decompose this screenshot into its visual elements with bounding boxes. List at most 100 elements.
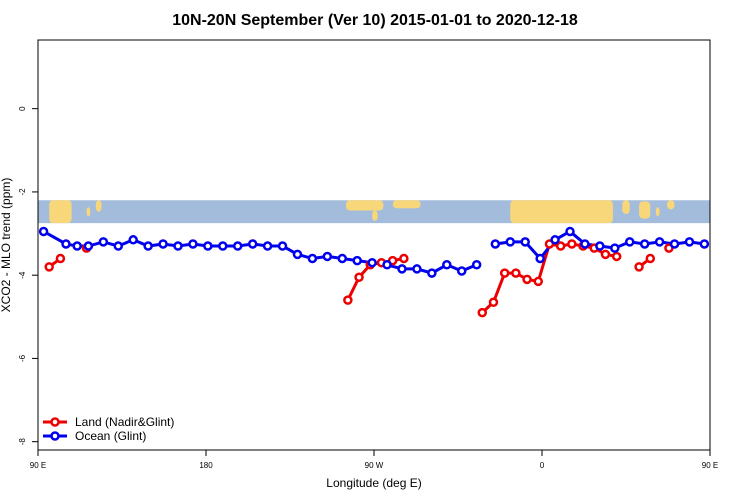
legend-label: Ocean (Glint) [75,429,146,443]
world-map-band [38,200,710,224]
data-point [354,272,364,283]
map-land [639,201,651,219]
map-land [667,200,675,210]
data-point [277,241,288,251]
data-point [499,268,510,278]
data-point [565,226,575,237]
y-tick-label: -6 [18,354,27,362]
data-point [477,307,488,318]
x-tick-label: 90 W [365,461,384,470]
data-point [427,268,437,278]
data-point [307,253,318,264]
data-point [399,253,409,264]
x-tick-label: 0 [540,461,545,470]
plot-lines [42,229,705,314]
y-axis: 0 -2 -4 -6 -8 [18,106,38,445]
data-point [188,239,198,249]
chart-title: 10N-20N September (Ver 10) 2015-01-01 to… [172,12,578,29]
data-point [173,241,183,251]
data-point [488,297,499,307]
data-point [143,241,153,251]
legend: Land (Nadir&Glint)Ocean (Glint) [43,415,174,443]
data-point [699,239,710,249]
y-tick-label: -2 [18,188,27,196]
map-land [95,200,102,212]
map-land [510,200,613,224]
data-point [247,239,258,249]
data-point [490,239,501,249]
data-point [639,239,650,249]
legend-marker [50,431,60,441]
data-point [669,239,680,249]
data-point [61,239,71,249]
data-point [567,239,577,249]
data-point [550,235,560,245]
data-point [555,241,566,251]
map-land [49,200,72,224]
map-land [86,207,91,217]
data-point [98,237,109,247]
data-point [55,253,66,264]
y-tick-label: -4 [18,271,27,279]
data-point [412,264,422,274]
data-point [442,260,452,270]
data-point [611,251,622,262]
y-tick-label: -8 [18,438,27,446]
data-point [624,237,635,247]
data-point [113,241,124,251]
data-point [600,249,611,260]
data-point [38,226,49,237]
series-line-1 [42,230,478,275]
data-point [72,241,82,251]
y-tick-label: 0 [18,106,27,111]
data-point [520,237,530,247]
x-tick-label: 90 E [702,461,718,470]
plot-frame [37,39,711,451]
data-point [511,268,521,278]
data-point [83,241,94,251]
data-point [580,239,590,249]
data-point [471,260,482,270]
y-axis-label: XCO2 - MLO trend (ppm) [0,178,13,313]
data-point [522,274,532,285]
data-point [218,241,228,251]
data-point [610,243,620,253]
series-line-0 [481,242,617,314]
x-tick-label: 90 E [30,461,46,470]
data-point [158,239,168,249]
x-axis: 90 E 180 90 W 0 90 E [30,450,718,470]
data-point [44,262,54,272]
data-point [367,257,377,268]
map-land [655,207,660,217]
data-point [382,260,392,270]
data-point [322,251,333,262]
legend-marker [50,417,60,427]
map-land [346,200,384,211]
data-point [262,241,273,251]
map-land [622,200,630,214]
data-point [352,255,362,266]
data-point [533,276,544,287]
legend-label: Land (Nadir&Glint) [75,415,174,429]
data-point [397,264,407,274]
data-point [535,253,545,264]
data-point [232,241,243,251]
data-point [337,253,348,264]
plot-points [38,226,710,318]
data-point [684,237,695,247]
map-land [392,200,421,209]
data-point [595,241,605,251]
data-point [343,295,353,305]
map-land [372,210,378,221]
data-point [645,253,656,264]
x-axis-label: Longitude (deg E) [326,476,421,490]
data-point [456,266,467,276]
data-point [634,262,644,272]
data-point [128,235,138,245]
x-tick-label: 180 [199,461,213,470]
data-point [203,241,213,251]
data-point [505,237,516,247]
data-point [292,249,303,260]
data-point [654,237,665,247]
